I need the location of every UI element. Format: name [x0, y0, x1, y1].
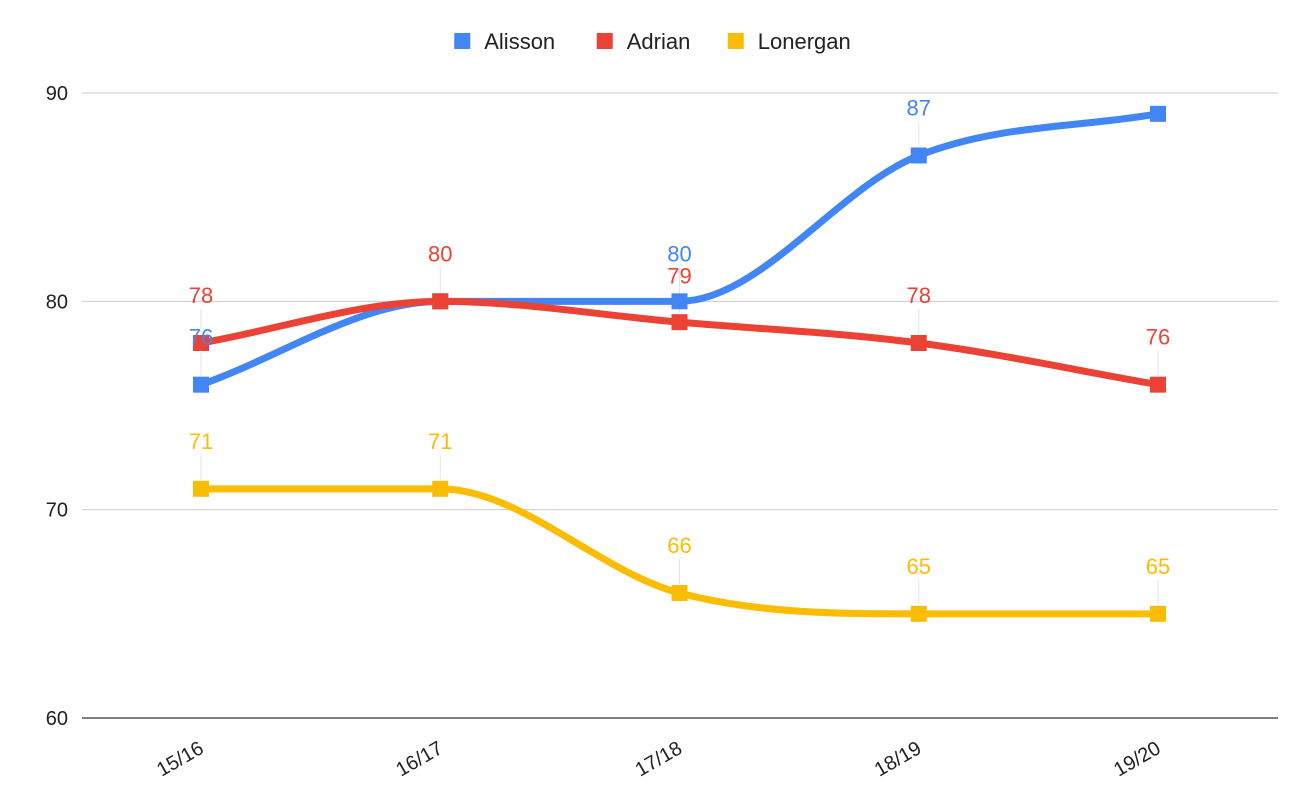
legend-swatch-adrian [596, 33, 613, 49]
data-label-alisson: 87 [907, 96, 931, 121]
legend-label-lonergan: Lonergan [758, 29, 851, 54]
x-tick-label: 16/17 [392, 737, 446, 781]
data-point-adrian [1150, 376, 1166, 393]
data-point-lonergan [432, 480, 449, 497]
x-tick-label: 17/18 [632, 737, 686, 781]
data-point-alisson [671, 293, 688, 310]
data-point-alisson [1150, 105, 1166, 122]
y-tick-label: 70 [46, 500, 68, 522]
data-label-alisson: 80 [667, 241, 691, 266]
legend-label-adrian: Adrian [627, 29, 691, 54]
legend-swatch-lonergan [727, 33, 744, 49]
legend: Alisson Adrian Lonergan [454, 29, 851, 54]
legend-label-alisson: Alisson [484, 29, 555, 54]
data-point-lonergan [193, 480, 209, 497]
x-axis-ticks: 15/16 16/17 17/18 18/19 19/20 [153, 737, 1164, 781]
x-tick-label: 19/20 [1110, 737, 1164, 781]
y-tick-label: 60 [46, 708, 68, 730]
series-layer [193, 105, 1166, 622]
x-tick-label: 18/19 [871, 737, 925, 781]
data-point-adrian [671, 314, 688, 331]
series-adrian [193, 293, 1166, 393]
series-line-adrian [197, 297, 1162, 389]
data-point-alisson [193, 376, 209, 393]
data-label-adrian: 78 [189, 283, 213, 308]
data-point-lonergan [671, 585, 688, 601]
y-axis-ticks: 60 70 80 90 [46, 83, 68, 730]
data-label-adrian: 76 [1146, 325, 1170, 350]
legend-item-adrian: Adrian [596, 29, 691, 54]
data-point-alisson [910, 147, 927, 164]
legend-swatch-alisson [454, 33, 471, 49]
x-tick-label: 15/16 [153, 737, 207, 781]
series-lonergan [193, 480, 1166, 622]
legend-item-lonergan: Lonergan [727, 29, 851, 54]
data-label-lonergan: 65 [907, 554, 931, 579]
data-label-adrian: 78 [907, 283, 931, 308]
data-point-lonergan [910, 605, 927, 622]
data-point-adrian [910, 335, 927, 351]
y-tick-label: 80 [46, 291, 68, 313]
legend-item-alisson: Alisson [454, 29, 555, 54]
data-point-lonergan [1150, 605, 1166, 622]
y-tick-label: 90 [46, 83, 68, 105]
data-point-adrian [432, 293, 449, 310]
data-label-lonergan: 71 [428, 429, 452, 454]
data-point-adrian [193, 335, 209, 351]
data-label-alisson: 76 [189, 325, 213, 350]
data-label-lonergan: 65 [1146, 554, 1170, 579]
data-label-lonergan: 71 [189, 429, 213, 454]
grid-layer [82, 92, 1278, 719]
data-label-adrian: 80 [428, 241, 452, 266]
data-label-lonergan: 66 [667, 533, 691, 558]
label-leaders [200, 121, 1159, 605]
data-label-adrian: 79 [667, 263, 691, 288]
